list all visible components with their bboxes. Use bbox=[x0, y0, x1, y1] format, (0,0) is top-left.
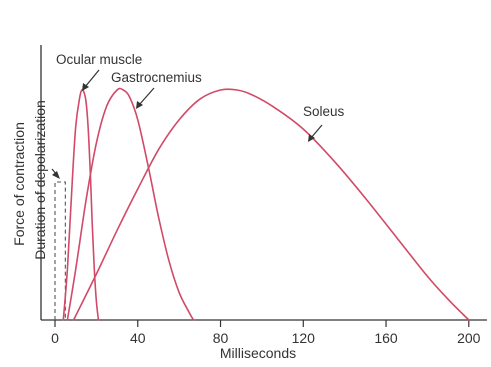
x-ticks: 0 40 80 120 160 200 bbox=[51, 320, 481, 346]
x-axis-title: Milliseconds bbox=[220, 345, 296, 361]
y-axis-title: Force of contraction bbox=[11, 122, 27, 246]
curve-gastrocnemius bbox=[66, 87, 195, 321]
pointer-arrow-depolarization bbox=[51, 168, 60, 179]
series-label-soleus: Soleus bbox=[303, 104, 345, 119]
depolarization-dashed-line bbox=[54, 181, 66, 320]
pointer-arrow-soleus bbox=[308, 124, 323, 142]
x-tick-label: 200 bbox=[457, 330, 481, 346]
pointer-arrow-gastrocnemius bbox=[136, 87, 155, 109]
series-label-ocular-muscle: Ocular muscle bbox=[56, 52, 142, 67]
x-tick-label: 0 bbox=[51, 330, 59, 346]
x-tick-label: 160 bbox=[374, 330, 398, 346]
depolarization-marker bbox=[54, 181, 66, 320]
pointer-arrow-ocular-muscle bbox=[82, 69, 100, 91]
curve-ocular-muscle bbox=[62, 88, 100, 321]
curve-soleus bbox=[72, 88, 470, 321]
series-curves bbox=[62, 87, 470, 321]
x-tick-label: 120 bbox=[292, 330, 316, 346]
series-label-gastrocnemius: Gastrocnemius bbox=[111, 70, 202, 85]
depolarization-label: Duration of depolarization bbox=[32, 100, 48, 260]
x-tick-label: 80 bbox=[213, 330, 229, 346]
x-tick-label: 40 bbox=[130, 330, 146, 346]
